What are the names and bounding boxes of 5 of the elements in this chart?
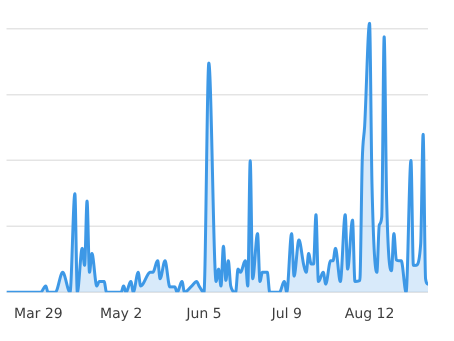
- x-tick-label: Jun 5: [185, 306, 222, 322]
- x-tick-label: May 2: [100, 306, 142, 322]
- x-tick-label: Jul 9: [270, 306, 302, 322]
- x-tick-label: Mar 29: [14, 306, 63, 322]
- x-tick-label: Aug 12: [344, 306, 394, 322]
